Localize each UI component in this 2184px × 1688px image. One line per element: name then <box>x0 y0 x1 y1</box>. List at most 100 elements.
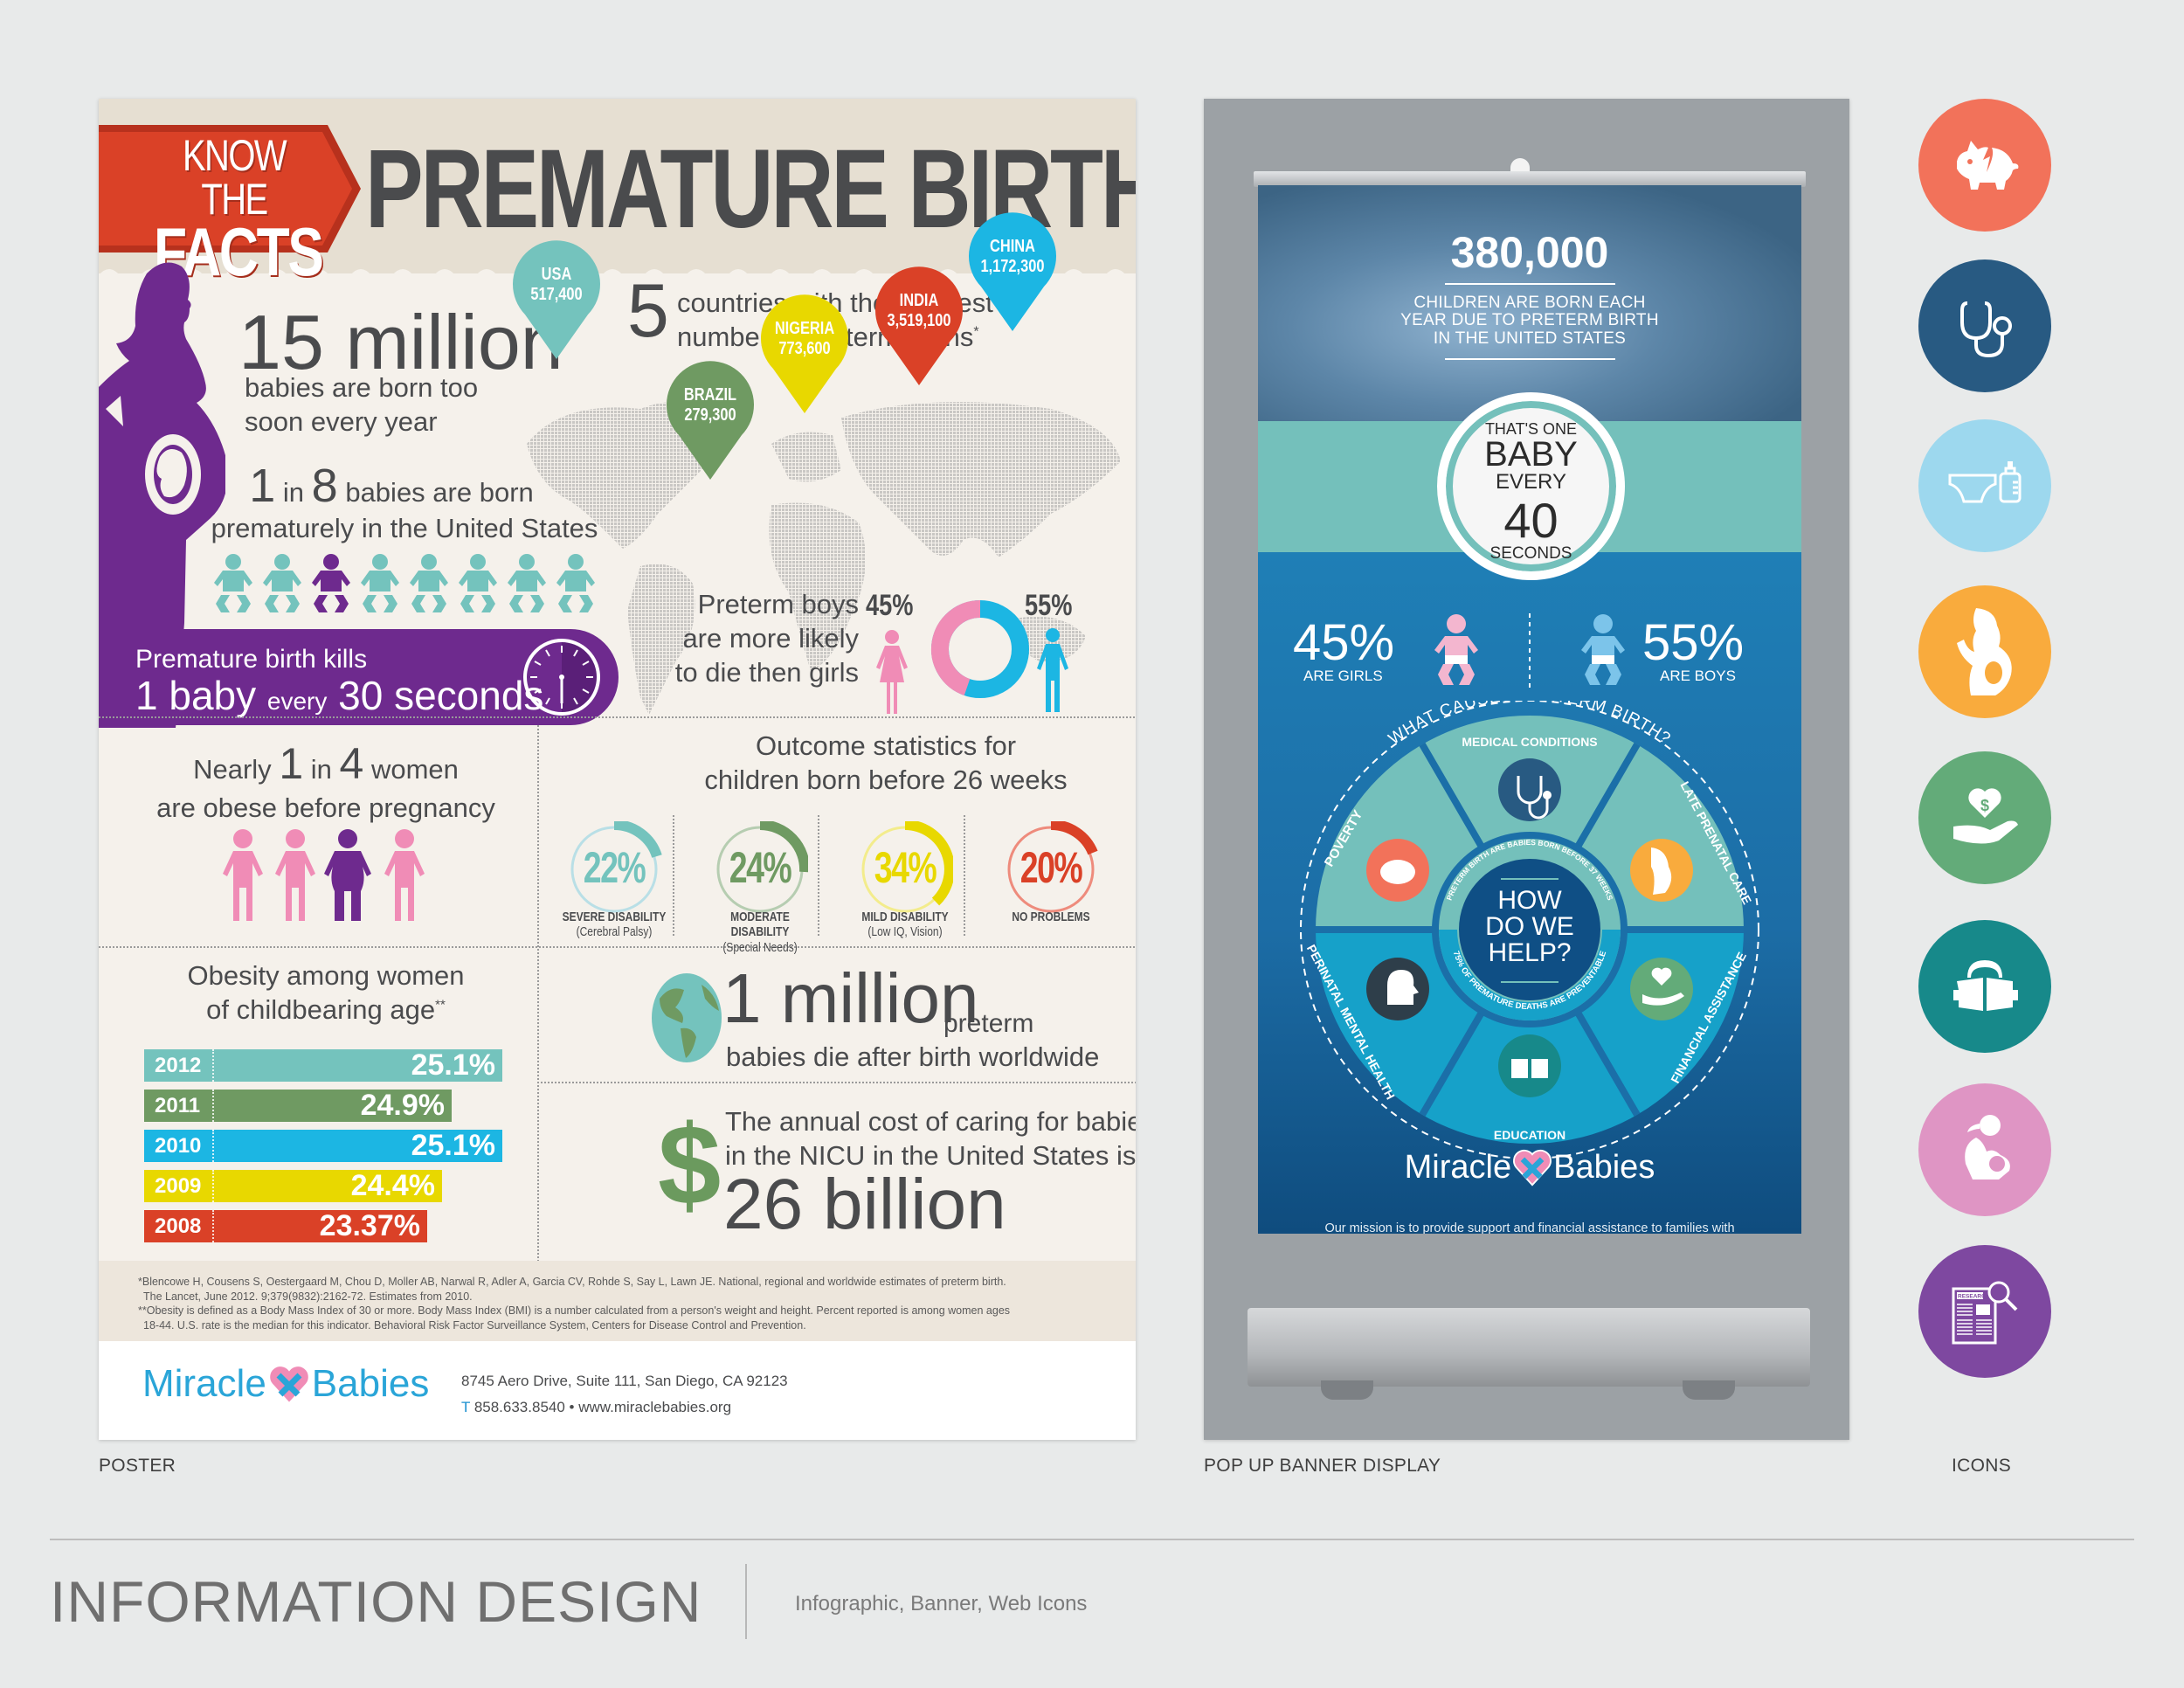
svg-text:MEDICAL CONDITIONS: MEDICAL CONDITIONS <box>1462 735 1597 749</box>
map-pin-india: INDIA 3,519,100 <box>872 266 966 385</box>
poster-footer <box>99 1341 1136 1440</box>
svg-text:$: $ <box>1980 797 1989 814</box>
outcome-divider <box>673 815 674 937</box>
section-title: INFORMATION DESIGN <box>50 1569 702 1634</box>
outcome-ring-moderate: 24% <box>712 819 811 917</box>
baby-icon <box>459 554 497 612</box>
baby-icon <box>361 554 399 612</box>
baby-girl-icon <box>1434 614 1478 685</box>
column-divider <box>537 725 539 1261</box>
progress-ring <box>1007 819 1098 913</box>
know-the-facts-label: KNOW THE FACTS <box>154 131 324 290</box>
outcome-ring-mild: 34% <box>857 820 955 917</box>
svg-text:DO WE: DO WE <box>1485 912 1574 941</box>
obesity-bar-2009: 2009 24.4% <box>144 1169 442 1202</box>
piggy-bank-icon[interactable] <box>1918 99 2051 232</box>
heart-logo-icon <box>267 1365 310 1405</box>
nicu-cost-value: 26 billion <box>723 1165 1006 1244</box>
pregnant-woman-silhouette-icon <box>99 262 225 728</box>
section-divider <box>99 716 1136 718</box>
svg-text:HELP?: HELP? <box>1488 938 1571 967</box>
banner-caption: POP UP BANNER DISPLAY <box>1204 1456 1441 1476</box>
reading-book-icon[interactable] <box>1918 920 2051 1053</box>
gender-statement: Preterm boys are more likely to die then… <box>674 589 859 688</box>
stand-foot <box>1683 1380 1735 1400</box>
outcome-label: MILD DISABILITY (Low IQ, Vision) <box>861 910 949 940</box>
baby-icons-row <box>212 553 597 632</box>
girl-figure-icon <box>876 630 908 714</box>
baby-every-40-seconds-text: THAT'S ONE BABY EVERY 40 SECONDS <box>1484 420 1578 563</box>
obesity-bar-2011: 2011 24.9% <box>144 1089 452 1122</box>
clock-icon <box>523 639 600 716</box>
hand-heart-dollar-icon[interactable]: $ <box>1918 751 2051 884</box>
world-map-dotted <box>527 402 1121 715</box>
baby-icon <box>410 554 448 612</box>
progress-ring <box>716 819 811 913</box>
breastfeeding-glyph <box>1965 1115 2010 1180</box>
banner-stand-base <box>1248 1308 1810 1387</box>
footnotes: *Blencowe H, Cousens S, Oestergaard M, C… <box>138 1276 1011 1332</box>
know-the-facts-badge <box>99 125 361 253</box>
section-divider <box>99 946 1136 948</box>
svg-text:HOW: HOW <box>1497 886 1562 915</box>
research-magnifier-glyph: RESEARCH <box>1952 1281 2018 1345</box>
stethoscope-glyph <box>1960 301 2012 358</box>
section-subtitle: Infographic, Banner, Web Icons <box>795 1592 1088 1615</box>
baby-icon <box>263 554 301 612</box>
baby-photo <box>1258 185 1801 421</box>
nicu-cost-caption: The annual cost of caring for babies in … <box>725 1106 1136 1171</box>
stand-foot <box>1321 1380 1373 1400</box>
website-link[interactable]: www.miraclebabies.org <box>578 1398 732 1415</box>
breastfeeding-icon[interactable] <box>1918 1083 2051 1216</box>
boy-figure-icon <box>1037 628 1068 712</box>
pregnant-woman-glyph <box>1957 608 2012 695</box>
miracle-babies-logo: Miracle Babies <box>1258 1146 1801 1188</box>
diaper-bottle-icon[interactable] <box>1918 419 2051 552</box>
stat-1-million: 1 million <box>722 959 979 1037</box>
map-pin-usa: USA 517,400 <box>509 240 604 359</box>
baby-icon-highlighted <box>312 554 350 612</box>
girls-percent: 45% <box>866 589 914 622</box>
outcome-ring-no-problems: 20% <box>1003 819 1099 917</box>
women-figures-icon <box>223 829 425 921</box>
mission-statement: Our mission is to provide support and fi… <box>1324 1221 1735 1234</box>
diaper-bottle-glyph <box>1948 461 2022 503</box>
svg-text:EDUCATION: EDUCATION <box>1494 1128 1565 1142</box>
boys-label: ARE BOYS <box>1660 668 1736 684</box>
contact-info: 8745 Aero Drive, Suite 111, San Diego, C… <box>461 1373 788 1415</box>
dashed-divider <box>1529 613 1531 688</box>
section-divider <box>537 1082 1136 1083</box>
stat-1-million-tail: preterm <box>943 1009 1034 1038</box>
outcome-ring-severe: 22% <box>566 819 662 917</box>
miracle-babies-logo[interactable]: Miracle Babies <box>142 1362 430 1405</box>
band-line-1: Premature birth kills <box>135 645 368 674</box>
pregnant-woman-icon[interactable] <box>1918 585 2051 718</box>
outcome-divider <box>818 815 819 937</box>
progress-ring <box>861 820 955 913</box>
map-pin-china: CHINA 1,172,300 <box>965 212 1060 331</box>
research-magnifier-icon[interactable]: RESEARCH <box>1918 1245 2051 1378</box>
causes-and-help-wheel: HOW DO WE HELP? WHAT CAUSES PRETERM BIRT… <box>1300 701 1759 1159</box>
stethoscope-icon[interactable] <box>1918 259 2051 392</box>
wavy-divider <box>99 269 1136 291</box>
hand-heart-dollar-glyph: $ <box>1953 788 2018 844</box>
girls-percent: 45% <box>1293 614 1395 671</box>
obesity-bar-2008: 2008 23.37% <box>144 1209 427 1242</box>
baby-boy-icon <box>1581 614 1625 685</box>
banner-big-stat: 380,000 <box>1450 228 1609 277</box>
outcome-label: MODERATE DISABILITY (Special Needs) <box>722 910 798 955</box>
stat-1-million-caption: babies die after birth worldwide <box>726 1041 1100 1072</box>
stat-1-in-8-caption: prematurely in the United States <box>211 513 598 543</box>
title-separator <box>745 1564 747 1639</box>
map-pin-nigeria: NIGERIA 773,600 <box>757 294 852 413</box>
map-pin-icon <box>513 240 600 359</box>
girls-label: ARE GIRLS <box>1303 668 1383 684</box>
baby-icon <box>508 554 546 612</box>
popup-banner: 380,000 CHILDREN ARE BORN EACH YEAR DUE … <box>1258 185 1801 1234</box>
outcome-label: SEVERE DISABILITY (Cerebral Palsy) <box>562 910 667 940</box>
boys-percent: 55% <box>1642 614 1745 671</box>
divider <box>1445 358 1615 360</box>
obesity-chart-title: Obesity among women of childbearing age*… <box>187 960 465 1025</box>
svg-text:RESEARCH: RESEARCH <box>1958 1294 1990 1300</box>
outcome-label: NO PROBLEMS <box>1012 910 1090 924</box>
